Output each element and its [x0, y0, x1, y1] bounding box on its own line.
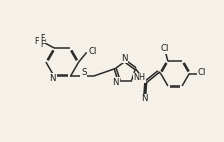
Text: S: S — [81, 68, 86, 77]
Text: F: F — [40, 34, 45, 43]
Text: Cl: Cl — [198, 68, 206, 77]
Text: N: N — [49, 74, 56, 83]
Text: CF₃: CF₃ — [35, 37, 47, 43]
Text: N: N — [142, 94, 148, 103]
Text: NH: NH — [134, 73, 146, 82]
Text: F: F — [34, 37, 39, 46]
Text: Cl: Cl — [160, 44, 168, 53]
Text: N: N — [113, 78, 119, 87]
Text: F: F — [40, 40, 45, 49]
Text: N: N — [121, 54, 128, 62]
Text: Cl: Cl — [89, 47, 97, 56]
